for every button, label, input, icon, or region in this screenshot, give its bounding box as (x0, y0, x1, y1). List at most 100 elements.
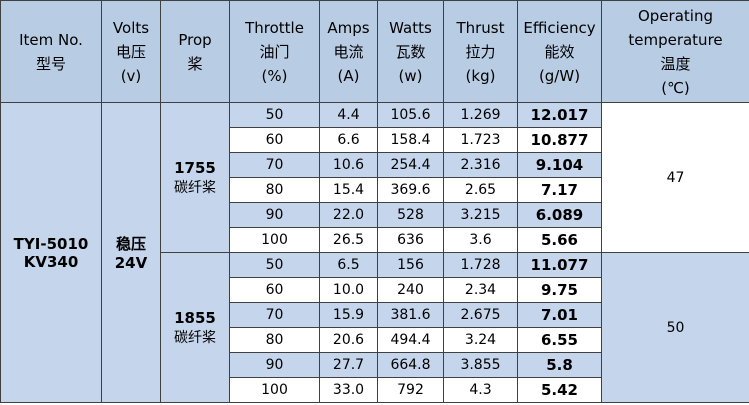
cell-line: Efficiency (523, 18, 596, 37)
value-cell: 80 (229, 177, 320, 203)
cell-line: 桨 (187, 54, 203, 73)
header-cell: Amps 电流 (A) (319, 0, 378, 103)
cell-line: 1855 (174, 308, 216, 327)
header-cell: Efficiency 能效 (g/W) (517, 0, 602, 103)
value-cell: 3.6 (443, 227, 518, 253)
cell-line: 能效 (544, 42, 575, 61)
cell-line: 油门 (259, 42, 290, 61)
cell-line: 碳纤桨 (174, 179, 216, 196)
data-row: 60 6.6 158.4 1.723 10.877 (1, 127, 749, 153)
value-cell: 50 (229, 252, 320, 278)
value-cell: 27.7 (319, 352, 378, 378)
cell-line: (kg) (465, 66, 496, 85)
cell-line: Prop (178, 30, 212, 49)
value-cell: 3.215 (443, 202, 518, 228)
cell-line: 温度 (660, 54, 691, 73)
value-cell: 100 (229, 377, 320, 403)
value-cell: 70 (229, 302, 320, 328)
value-cell: 158.4 (377, 127, 444, 153)
header-cell: Volts 电压 (v) (101, 0, 161, 103)
efficiency-cell: 11.077 (517, 252, 602, 278)
efficiency-cell: 5.8 (517, 352, 602, 378)
item-cell: TYI-5010 KV340 (0, 102, 102, 403)
cell-line: KV340 (23, 252, 79, 271)
value-cell: 22.0 (319, 202, 378, 228)
cell-line: 电流 (333, 42, 364, 61)
value-cell: 90 (229, 352, 320, 378)
cell-line: 1755 (174, 158, 216, 177)
header-cell: Throttle 油门 (%) (229, 0, 320, 103)
efficiency-cell: 9.104 (517, 152, 602, 178)
value-cell: 664.8 (377, 352, 444, 378)
cell-line: (A) (337, 66, 360, 85)
value-cell: 528 (377, 202, 444, 228)
cell-line: Thrust (456, 18, 505, 37)
cell-line: 稳压 (115, 235, 146, 253)
value-cell: 26.5 (319, 227, 378, 253)
value-cell: 70 (229, 152, 320, 178)
efficiency-cell: 6.089 (517, 202, 602, 228)
cell-line: (v) (120, 66, 142, 85)
cell-line: (w) (398, 66, 423, 85)
efficiency-cell: 9.75 (517, 277, 602, 303)
header-cell: Item No. 型号 (0, 0, 102, 103)
header-cell: Prop 桨 (160, 0, 230, 103)
value-cell: 15.4 (319, 177, 378, 203)
data-row: 100 33.0 792 4.3 5.42 (1, 377, 749, 403)
efficiency-cell: 12.017 (517, 102, 602, 128)
value-cell: 105.6 (377, 102, 444, 128)
data-row: 70 10.6 254.4 2.316 9.104 (1, 152, 749, 178)
header-cell: Watts 瓦数 (w) (377, 0, 444, 103)
cell-line: temperature (628, 30, 723, 49)
value-cell: 1.728 (443, 252, 518, 278)
cell-line: 24V (114, 254, 148, 272)
data-row: 80 15.4 369.6 2.65 7.17 (1, 177, 749, 203)
value-cell: 2.65 (443, 177, 518, 203)
value-cell: 792 (377, 377, 444, 403)
cell-line: Item No. (19, 30, 83, 49)
value-cell: 156 (377, 252, 444, 278)
cell-line: 型号 (35, 54, 66, 73)
efficiency-cell: 5.66 (517, 227, 602, 253)
cell-line: (%) (261, 66, 288, 85)
cell-line: 拉力 (465, 42, 496, 61)
value-cell: 2.34 (443, 277, 518, 303)
efficiency-cell: 7.01 (517, 302, 602, 328)
efficiency-cell: 7.17 (517, 177, 602, 203)
cell-line: 瓦数 (395, 42, 426, 61)
cell-line: Throttle (245, 18, 304, 37)
header-cell: Thrust 拉力 (kg) (443, 0, 518, 103)
value-cell: 60 (229, 127, 320, 153)
volts-cell: 稳压 24V (101, 102, 161, 403)
prop-cell: 1855 碳纤桨 (160, 252, 230, 403)
value-cell: 90 (229, 202, 320, 228)
value-cell: 2.675 (443, 302, 518, 328)
prop-cell: 1755 碳纤桨 (160, 102, 230, 253)
value-cell: 4.4 (319, 102, 378, 128)
value-cell: 1.723 (443, 127, 518, 153)
efficiency-cell: 5.42 (517, 377, 602, 403)
value-cell: 2.316 (443, 152, 518, 178)
cell-line: (g/W) (538, 66, 581, 85)
data-row: 1855 碳纤桨 50 6.5 156 1.728 11.077 50 (1, 252, 749, 403)
value-cell: 50 (229, 102, 320, 128)
efficiency-cell: 10.877 (517, 127, 602, 153)
data-row: 80 20.6 494.4 3.24 6.55 (1, 327, 749, 353)
cell-line: TYI-5010 (13, 234, 89, 253)
data-row: 60 10.0 240 2.34 9.75 (1, 277, 749, 303)
efficiency-cell: 6.55 (517, 327, 602, 353)
value-cell: 3.855 (443, 352, 518, 378)
value-cell: 10.0 (319, 277, 378, 303)
value-cell: 240 (377, 277, 444, 303)
value-cell: 4.3 (443, 377, 518, 403)
temperature-cell: 47 (601, 102, 749, 253)
temperature-cell: 50 (601, 252, 749, 403)
header-cell: Operating temperature 温度 (℃) (601, 0, 749, 103)
data-row: TYI-5010 KV340 稳压 24V 1755 碳纤桨 50 4.4 105.6 1.269… (0, 102, 749, 403)
cell-line: 电压 (115, 42, 146, 61)
value-cell: 369.6 (377, 177, 444, 203)
value-cell: 636 (377, 227, 444, 253)
